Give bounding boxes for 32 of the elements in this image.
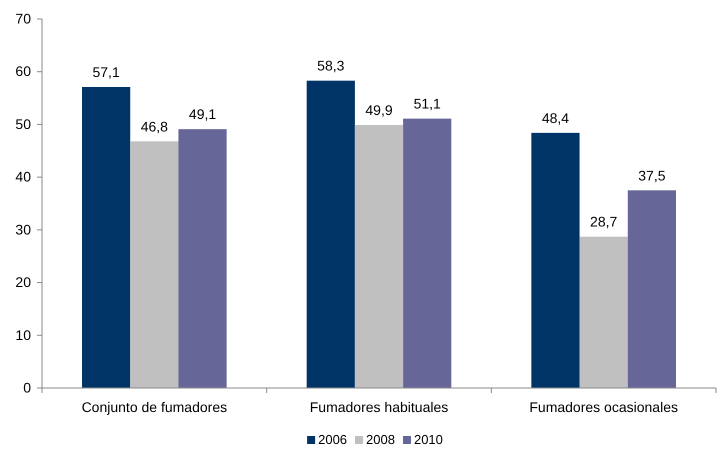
y-tick-label: 0 <box>23 379 32 396</box>
y-tick-label: 60 <box>15 63 32 80</box>
y-tick-label: 50 <box>15 116 32 132</box>
data-label: 49,1 <box>188 106 216 122</box>
data-label: 46,8 <box>140 118 168 134</box>
bar <box>178 129 227 388</box>
bar <box>306 80 355 388</box>
data-label: 58,3 <box>317 58 345 74</box>
data-label: 48,4 <box>542 110 570 126</box>
data-label: 57,1 <box>92 64 120 80</box>
legend-label: 2006 <box>318 432 348 447</box>
legend-label: 2008 <box>366 432 395 447</box>
data-label: 49,9 <box>365 102 393 118</box>
x-tick-label: Fumadores ocasionales <box>529 398 678 415</box>
x-tick-label: Conjunto de fumadores <box>82 398 228 415</box>
bar <box>354 124 404 388</box>
legend-label: 2010 <box>414 432 443 447</box>
bar <box>580 236 628 388</box>
y-tick-label: 10 <box>15 326 32 343</box>
y-tick-label: 70 <box>15 10 32 26</box>
bar <box>82 87 130 388</box>
bar <box>130 141 178 388</box>
data-label: 51,1 <box>414 96 442 112</box>
data-label: 37,5 <box>638 167 666 184</box>
bar <box>531 132 580 388</box>
y-tick-label: 20 <box>15 274 32 290</box>
x-tick-label: Fumadores habituales <box>310 398 448 415</box>
bar <box>403 118 452 388</box>
bar <box>628 190 676 388</box>
y-tick-label: 40 <box>15 168 32 185</box>
data-label: 28,7 <box>590 214 618 230</box>
y-tick-label: 30 <box>15 221 32 238</box>
